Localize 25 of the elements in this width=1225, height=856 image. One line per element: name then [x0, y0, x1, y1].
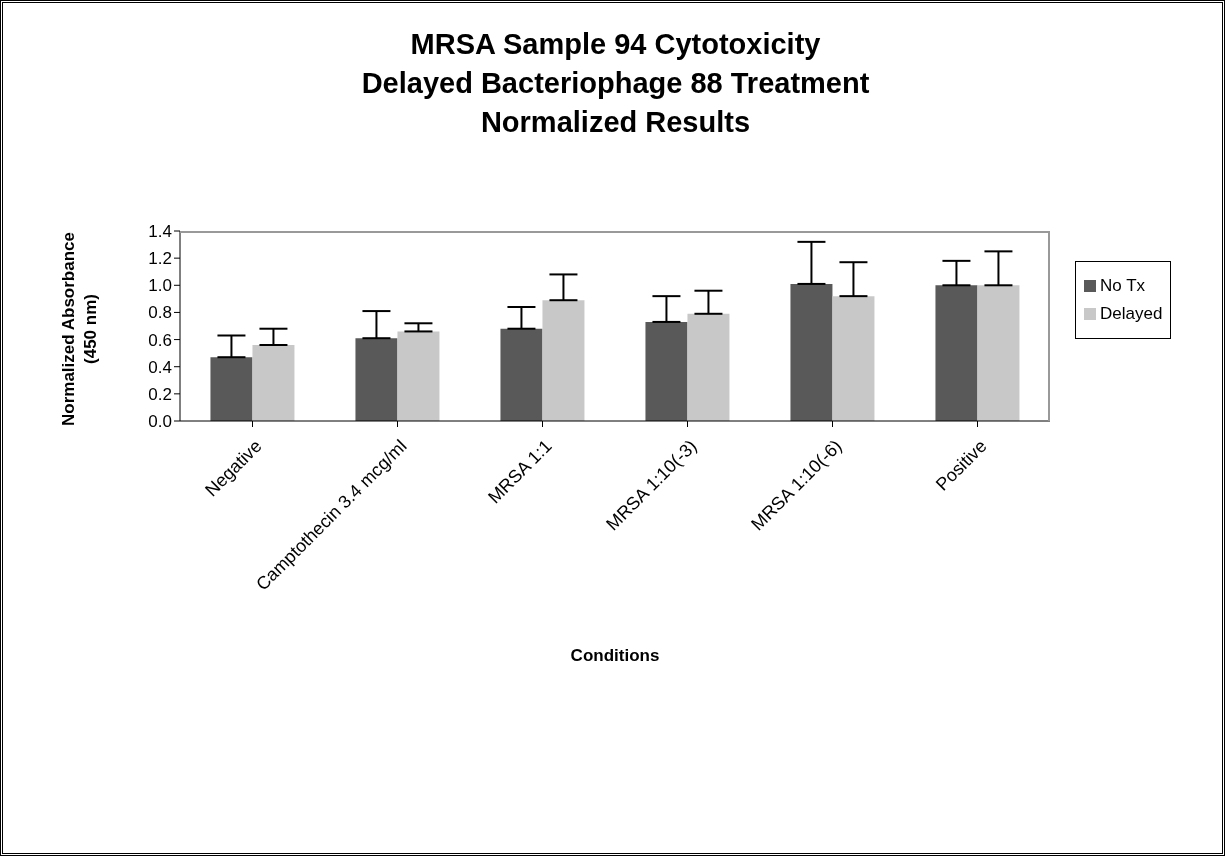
- bar: [252, 345, 295, 421]
- chart-title: MRSA Sample 94 Cytotoxicity Delayed Bacteriophage 88 Treatment Normalized Results: [360, 27, 871, 140]
- y-tick-label: 0.6: [148, 330, 172, 350]
- bar: [687, 313, 730, 421]
- y-tick-label: 0.2: [148, 384, 172, 404]
- bar: [832, 296, 875, 421]
- legend-label: Delayed: [1100, 304, 1163, 324]
- x-axis-title: Conditions: [570, 646, 660, 665]
- bar: [500, 328, 543, 421]
- bar: [542, 300, 585, 421]
- bar: [210, 357, 253, 421]
- bar: [935, 285, 978, 421]
- bar: [645, 321, 688, 421]
- bar: [977, 285, 1020, 421]
- bar: [790, 283, 833, 421]
- y-tick-label: 1.0: [148, 276, 172, 296]
- bar: [355, 338, 398, 421]
- bar: [397, 331, 440, 421]
- y-tick-label: 1.4: [148, 222, 172, 242]
- y-tick-label: 0.0: [148, 412, 172, 432]
- y-axis-title: Normalized Absorbance (450 nm): [58, 231, 101, 428]
- y-tick-label: 1.2: [148, 249, 172, 269]
- legend-label: No Tx: [1100, 276, 1146, 296]
- y-tick-label: 0.8: [148, 303, 172, 323]
- y-tick-label: 0.4: [148, 357, 172, 377]
